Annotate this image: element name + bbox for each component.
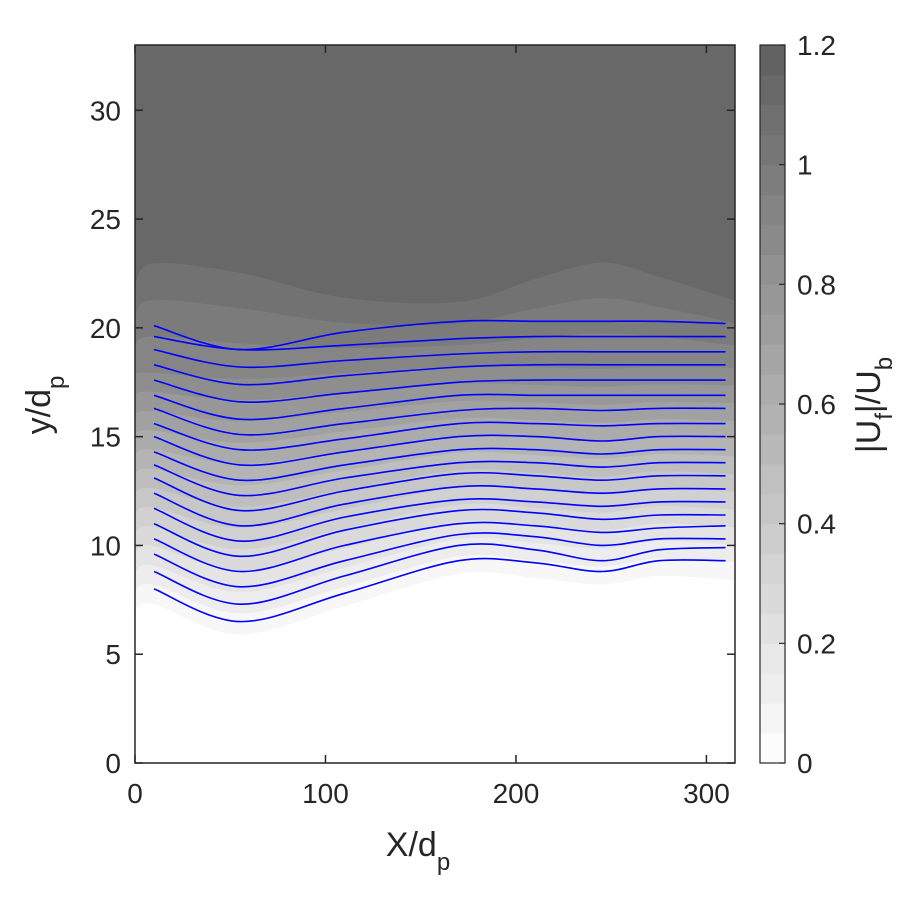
x-tick-label: 0 (127, 778, 143, 809)
x-axis-title: X/dp (386, 826, 450, 876)
colorbar-title: |Uf|/Ub (850, 357, 898, 453)
colorbar-band (760, 493, 785, 525)
y-axis-title: y/dp (20, 376, 70, 435)
colorbar-tick-label: 0 (797, 748, 813, 779)
streamline (153, 543, 726, 606)
colorbar-band (760, 703, 785, 734)
colorbar-tick-label: 0.8 (797, 269, 836, 300)
y-tick-label: 10 (90, 530, 121, 561)
x-axis: 0 100 200 300 (127, 45, 730, 809)
streamline (153, 460, 726, 497)
y-tick-label: 5 (105, 639, 121, 670)
colorbar-band (760, 224, 785, 255)
streamline (153, 407, 726, 436)
colorbar-band (760, 194, 785, 225)
colorbar-band (760, 404, 785, 435)
y-tick-label: 15 (90, 422, 121, 453)
colorbar-band (760, 344, 785, 375)
colorbar-band (760, 164, 785, 196)
streamlines (153, 319, 726, 623)
streamline (153, 393, 726, 421)
colorbar-band (760, 74, 785, 106)
streamline (153, 521, 726, 573)
plot-frame (134, 44, 736, 764)
colorbar-ticks: 0 0.2 0.4 0.6 0.8 1 1.2 (779, 30, 836, 779)
streamline (153, 379, 726, 403)
field-band (135, 45, 735, 304)
streamline (153, 434, 726, 467)
x-tick-label: 100 (302, 778, 349, 809)
colorbar-band (760, 673, 785, 704)
colorbar-scale (760, 45, 785, 764)
streamline (153, 363, 726, 386)
colorbar-tick-label: 0.4 (797, 509, 836, 540)
colorbar-band (760, 463, 785, 495)
x-tick-label: 300 (683, 778, 730, 809)
streamline (153, 485, 726, 527)
colorbar-band (760, 583, 785, 614)
streamline (153, 557, 726, 623)
streamline (153, 508, 726, 558)
colorbar-band (760, 613, 785, 644)
colorbar: 0 0.2 0.4 0.6 0.8 1 1.2 (759, 30, 836, 779)
colorbar-band (760, 523, 785, 555)
colorbar-band (760, 433, 785, 465)
streamline (153, 421, 726, 451)
colorbar-band (760, 643, 785, 674)
colorbar-band (760, 134, 785, 166)
streamline (153, 498, 726, 542)
colorbar-band (760, 284, 785, 315)
colorbar-band (760, 733, 785, 764)
streamline (153, 532, 726, 588)
y-tick-label: 25 (90, 204, 121, 235)
y-tick-label: 20 (90, 313, 121, 344)
plot-area (134, 44, 736, 764)
y-axis: 0 5 10 15 20 25 30 (90, 95, 735, 779)
colorbar-tick-label: 0.6 (797, 389, 836, 420)
y-tick-label: 30 (90, 95, 121, 126)
colorbar-tick-label: 0.2 (797, 628, 836, 659)
x-tick-label: 200 (493, 778, 540, 809)
colorbar-tick-label: 1 (797, 150, 813, 181)
colorbar-band (760, 374, 785, 405)
colorbar-band (760, 314, 785, 345)
y-tick-label: 0 (105, 748, 121, 779)
streamline (153, 348, 726, 369)
streamline (153, 319, 726, 351)
colorbar-band (760, 45, 785, 76)
velocity-field (135, 45, 735, 635)
colorbar-tick-label: 1.2 (797, 30, 836, 61)
streamline (153, 447, 726, 482)
colorbar-band (760, 254, 785, 285)
streamline (153, 471, 726, 512)
colorbar-band (760, 104, 785, 136)
colorbar-band (760, 553, 785, 584)
